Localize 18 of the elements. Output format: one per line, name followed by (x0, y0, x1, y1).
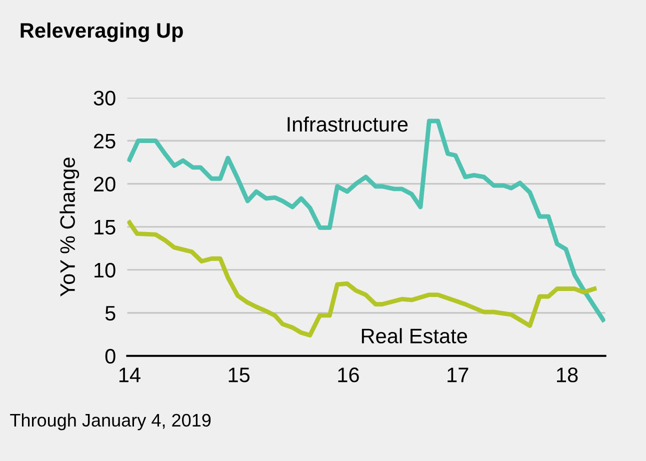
y-tick-label: 25 (94, 134, 116, 149)
y-tick-label: 0 (105, 348, 116, 364)
y-tick-label: 30 (94, 90, 116, 106)
y-tick-label: 20 (94, 176, 116, 192)
text: Through January 4, 2019 (10, 413, 211, 430)
line-series (127, 118, 606, 322)
series-label: Infrastructure (288, 116, 408, 132)
x-tick-label: 18 (557, 368, 578, 382)
x-tick-label: 15 (228, 368, 250, 382)
x-tick-label: 17 (448, 368, 468, 382)
chart-title: Releveraging Up (20, 22, 183, 42)
y-tick-label: 10 (94, 262, 116, 278)
x-tick-label: 16 (338, 368, 359, 382)
y-axis-title: YoY % Change (60, 158, 80, 296)
y-tick-label: 15 (94, 220, 116, 235)
y-tick-label: 5 (105, 306, 116, 321)
x-tick-label: 14 (119, 368, 140, 382)
series-label: Real Estate (362, 328, 468, 344)
